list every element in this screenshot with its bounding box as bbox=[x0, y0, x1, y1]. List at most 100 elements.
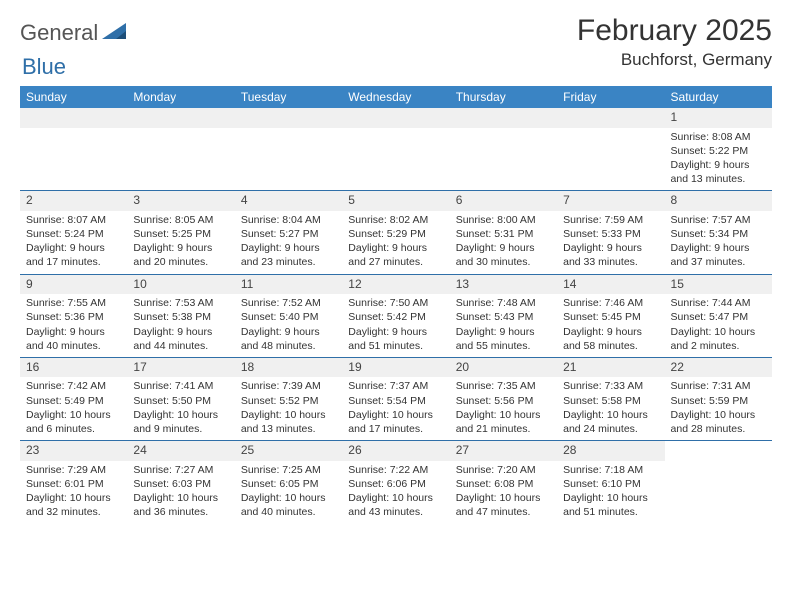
day-day2: and 43 minutes. bbox=[348, 505, 443, 519]
day-day2: and 17 minutes. bbox=[26, 255, 121, 269]
calendar-day-cell: 26Sunrise: 7:22 AMSunset: 6:06 PMDayligh… bbox=[342, 441, 449, 524]
day-day1: Daylight: 10 hours bbox=[563, 408, 658, 422]
day-sunset: Sunset: 5:58 PM bbox=[563, 394, 658, 408]
day-day2: and 21 minutes. bbox=[456, 422, 551, 436]
calendar-empty-cell bbox=[665, 441, 772, 524]
day-day1: Daylight: 10 hours bbox=[348, 491, 443, 505]
weekday-header: Monday bbox=[127, 86, 234, 108]
calendar-day-cell: 7Sunrise: 7:59 AMSunset: 5:33 PMDaylight… bbox=[557, 191, 664, 274]
day-sunset: Sunset: 5:56 PM bbox=[456, 394, 551, 408]
day-day1: Daylight: 10 hours bbox=[241, 491, 336, 505]
brand-part2: Blue bbox=[22, 54, 66, 79]
day-day2: and 33 minutes. bbox=[563, 255, 658, 269]
calendar-week-row: 1Sunrise: 8:08 AMSunset: 5:22 PMDaylight… bbox=[20, 108, 772, 191]
day-sunrise: Sunrise: 7:20 AM bbox=[456, 463, 551, 477]
day-number: 1 bbox=[665, 108, 772, 128]
day-number: 7 bbox=[557, 191, 664, 211]
empty-day-number bbox=[450, 108, 557, 128]
day-day2: and 44 minutes. bbox=[133, 339, 228, 353]
calendar-empty-cell bbox=[20, 108, 127, 191]
calendar-day-cell: 11Sunrise: 7:52 AMSunset: 5:40 PMDayligh… bbox=[235, 274, 342, 357]
day-sunset: Sunset: 5:40 PM bbox=[241, 310, 336, 324]
day-details: Sunrise: 7:52 AMSunset: 5:40 PMDaylight:… bbox=[235, 294, 342, 357]
day-number: 13 bbox=[450, 275, 557, 295]
day-sunset: Sunset: 5:34 PM bbox=[671, 227, 766, 241]
day-details: Sunrise: 7:35 AMSunset: 5:56 PMDaylight:… bbox=[450, 377, 557, 440]
day-day2: and 36 minutes. bbox=[133, 505, 228, 519]
calendar-day-cell: 12Sunrise: 7:50 AMSunset: 5:42 PMDayligh… bbox=[342, 274, 449, 357]
day-details: Sunrise: 7:57 AMSunset: 5:34 PMDaylight:… bbox=[665, 211, 772, 274]
day-details: Sunrise: 7:59 AMSunset: 5:33 PMDaylight:… bbox=[557, 211, 664, 274]
day-sunset: Sunset: 5:47 PM bbox=[671, 310, 766, 324]
day-details: Sunrise: 7:46 AMSunset: 5:45 PMDaylight:… bbox=[557, 294, 664, 357]
day-sunset: Sunset: 5:25 PM bbox=[133, 227, 228, 241]
day-day2: and 32 minutes. bbox=[26, 505, 121, 519]
title-block: February 2025 Buchforst, Germany bbox=[577, 14, 772, 70]
day-number: 8 bbox=[665, 191, 772, 211]
day-details: Sunrise: 8:05 AMSunset: 5:25 PMDaylight:… bbox=[127, 211, 234, 274]
day-day1: Daylight: 9 hours bbox=[671, 241, 766, 255]
day-number: 6 bbox=[450, 191, 557, 211]
calendar-day-cell: 18Sunrise: 7:39 AMSunset: 5:52 PMDayligh… bbox=[235, 357, 342, 440]
calendar-day-cell: 5Sunrise: 8:02 AMSunset: 5:29 PMDaylight… bbox=[342, 191, 449, 274]
day-number: 20 bbox=[450, 358, 557, 378]
calendar-empty-cell bbox=[450, 108, 557, 191]
day-sunrise: Sunrise: 7:41 AM bbox=[133, 379, 228, 393]
brand-logo: General bbox=[20, 20, 128, 46]
day-details: Sunrise: 8:04 AMSunset: 5:27 PMDaylight:… bbox=[235, 211, 342, 274]
calendar-day-cell: 9Sunrise: 7:55 AMSunset: 5:36 PMDaylight… bbox=[20, 274, 127, 357]
day-sunrise: Sunrise: 7:48 AM bbox=[456, 296, 551, 310]
day-number: 17 bbox=[127, 358, 234, 378]
calendar-day-cell: 19Sunrise: 7:37 AMSunset: 5:54 PMDayligh… bbox=[342, 357, 449, 440]
day-sunset: Sunset: 5:42 PM bbox=[348, 310, 443, 324]
day-day1: Daylight: 10 hours bbox=[133, 491, 228, 505]
day-sunset: Sunset: 6:08 PM bbox=[456, 477, 551, 491]
day-day1: Daylight: 9 hours bbox=[241, 241, 336, 255]
day-sunset: Sunset: 5:54 PM bbox=[348, 394, 443, 408]
day-sunrise: Sunrise: 7:25 AM bbox=[241, 463, 336, 477]
day-number: 2 bbox=[20, 191, 127, 211]
day-sunset: Sunset: 5:45 PM bbox=[563, 310, 658, 324]
day-sunset: Sunset: 6:03 PM bbox=[133, 477, 228, 491]
day-sunrise: Sunrise: 7:27 AM bbox=[133, 463, 228, 477]
day-day2: and 13 minutes. bbox=[241, 422, 336, 436]
day-details: Sunrise: 7:41 AMSunset: 5:50 PMDaylight:… bbox=[127, 377, 234, 440]
day-day1: Daylight: 9 hours bbox=[563, 325, 658, 339]
calendar-day-cell: 16Sunrise: 7:42 AMSunset: 5:49 PMDayligh… bbox=[20, 357, 127, 440]
day-day2: and 37 minutes. bbox=[671, 255, 766, 269]
day-day1: Daylight: 10 hours bbox=[241, 408, 336, 422]
empty-day-number bbox=[235, 108, 342, 128]
day-sunset: Sunset: 5:50 PM bbox=[133, 394, 228, 408]
month-title: February 2025 bbox=[577, 14, 772, 48]
day-day1: Daylight: 9 hours bbox=[671, 158, 766, 172]
day-number: 25 bbox=[235, 441, 342, 461]
calendar-day-cell: 6Sunrise: 8:00 AMSunset: 5:31 PMDaylight… bbox=[450, 191, 557, 274]
day-details: Sunrise: 8:00 AMSunset: 5:31 PMDaylight:… bbox=[450, 211, 557, 274]
day-day1: Daylight: 9 hours bbox=[133, 241, 228, 255]
day-sunrise: Sunrise: 7:44 AM bbox=[671, 296, 766, 310]
day-sunset: Sunset: 5:43 PM bbox=[456, 310, 551, 324]
day-sunrise: Sunrise: 7:57 AM bbox=[671, 213, 766, 227]
calendar-day-cell: 21Sunrise: 7:33 AMSunset: 5:58 PMDayligh… bbox=[557, 357, 664, 440]
day-sunrise: Sunrise: 7:31 AM bbox=[671, 379, 766, 393]
day-details: Sunrise: 8:08 AMSunset: 5:22 PMDaylight:… bbox=[665, 128, 772, 191]
calendar-day-cell: 10Sunrise: 7:53 AMSunset: 5:38 PMDayligh… bbox=[127, 274, 234, 357]
day-sunrise: Sunrise: 7:59 AM bbox=[563, 213, 658, 227]
day-day1: Daylight: 10 hours bbox=[26, 408, 121, 422]
calendar-day-cell: 8Sunrise: 7:57 AMSunset: 5:34 PMDaylight… bbox=[665, 191, 772, 274]
weekday-header: Tuesday bbox=[235, 86, 342, 108]
calendar-week-row: 16Sunrise: 7:42 AMSunset: 5:49 PMDayligh… bbox=[20, 357, 772, 440]
day-number: 14 bbox=[557, 275, 664, 295]
day-number: 4 bbox=[235, 191, 342, 211]
day-day2: and 40 minutes. bbox=[241, 505, 336, 519]
day-number: 24 bbox=[127, 441, 234, 461]
calendar-empty-cell bbox=[127, 108, 234, 191]
day-number: 15 bbox=[665, 275, 772, 295]
day-sunrise: Sunrise: 8:05 AM bbox=[133, 213, 228, 227]
day-sunset: Sunset: 5:27 PM bbox=[241, 227, 336, 241]
calendar-header-row: SundayMondayTuesdayWednesdayThursdayFrid… bbox=[20, 86, 772, 108]
day-details: Sunrise: 7:22 AMSunset: 6:06 PMDaylight:… bbox=[342, 461, 449, 524]
calendar-day-cell: 27Sunrise: 7:20 AMSunset: 6:08 PMDayligh… bbox=[450, 441, 557, 524]
calendar-empty-cell bbox=[235, 108, 342, 191]
calendar-day-cell: 13Sunrise: 7:48 AMSunset: 5:43 PMDayligh… bbox=[450, 274, 557, 357]
